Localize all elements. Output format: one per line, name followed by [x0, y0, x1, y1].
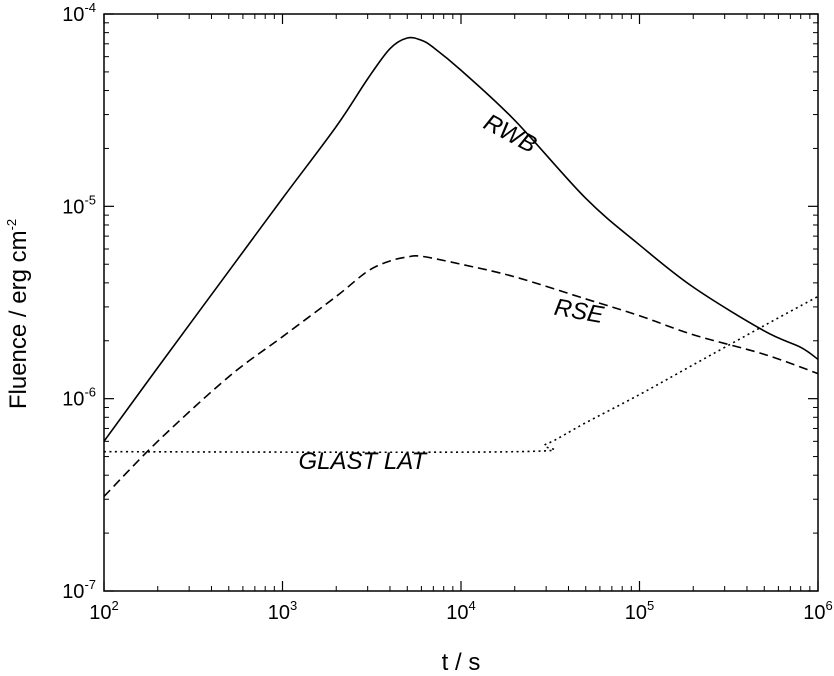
x-tick-base: 10: [803, 602, 825, 624]
y-tick-exponent: -7: [84, 577, 96, 592]
x-tick-exponent: 4: [469, 598, 476, 613]
x-tick-base: 10: [625, 602, 647, 624]
series-line-glast-lat: [103, 295, 819, 454]
series-label-glast-lat: GLAST LAT: [299, 448, 429, 475]
y-axis-title-exp: -2: [4, 219, 19, 231]
y-tick-label: 10-4: [62, 0, 96, 26]
y-tick-exponent: -5: [84, 192, 96, 207]
x-tick-base: 10: [89, 602, 111, 624]
x-tick-exponent: 2: [112, 598, 119, 613]
x-tick-label: 106: [803, 598, 832, 624]
x-tick-exponent: 3: [290, 598, 297, 613]
y-tick-label: 10-5: [62, 192, 96, 218]
series-label-rse: RSE: [552, 294, 606, 329]
x-tick-label: 103: [268, 598, 297, 624]
y-axis-title: Fluence / erg cm-2: [4, 219, 32, 409]
y-tick-base: 10: [62, 4, 84, 26]
y-axis-title-main: Fluence / erg cm: [5, 230, 32, 409]
y-tick-exponent: -4: [84, 0, 96, 15]
y-tick-exponent: -6: [84, 385, 96, 400]
x-tick-label: 104: [446, 598, 475, 624]
y-tick-label: 10-6: [62, 385, 96, 411]
x-tick-label: 102: [89, 598, 118, 624]
x-axis-title: t / s: [442, 649, 481, 676]
plot-area-frame: [103, 13, 819, 592]
x-tick-base: 10: [446, 602, 468, 624]
y-tick-label: 10-7: [62, 577, 96, 603]
series-line-rwb: [103, 36, 819, 442]
y-tick-base: 10: [62, 389, 84, 411]
y-tick-base: 10: [62, 581, 84, 603]
x-tick-exponent: 6: [826, 598, 833, 613]
x-tick-base: 10: [268, 602, 290, 624]
series-line-rse: [103, 254, 819, 498]
y-tick-base: 10: [62, 196, 84, 218]
x-tick-exponent: 5: [647, 598, 654, 613]
x-tick-label: 105: [625, 598, 654, 624]
